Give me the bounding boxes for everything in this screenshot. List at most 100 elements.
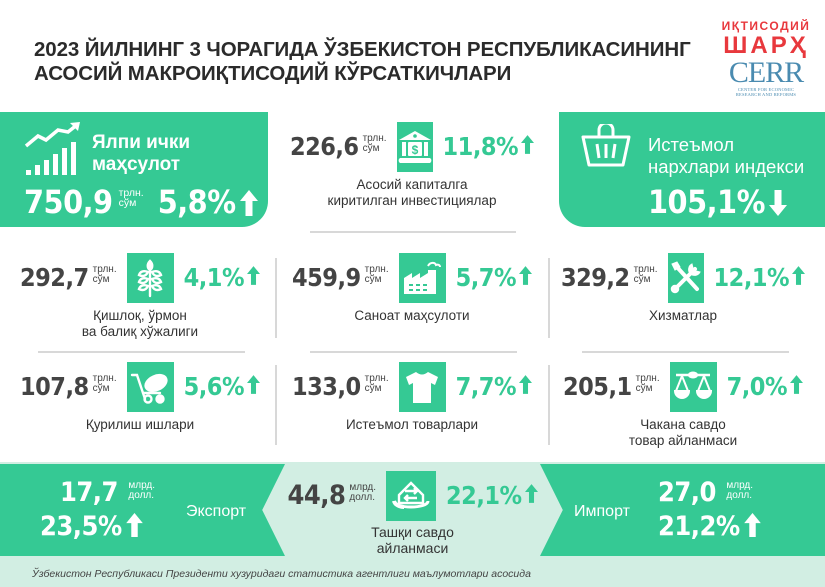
cpi-values: 105,1% (648, 184, 787, 221)
import-values: 27,0 млрд. долл. 21,2% (658, 478, 761, 542)
stat-unit: трлн. сўм (364, 264, 389, 285)
trade-turnover: 44,8 млрд. долл. 22,1% Ташқи савдо айланма… (285, 470, 540, 556)
stat-value: 226,6 (289, 132, 359, 161)
import-change: 21,2% (658, 511, 740, 542)
export-panel (0, 464, 285, 556)
export-label: Экспорт (186, 503, 247, 520)
stat-consumer-goods: 133,0 трлн. сўм 7,7% Истеъмол товарлари (292, 362, 532, 433)
bank-icon: $ (396, 122, 433, 172)
stat-retail: 205,1 трлн. сўм 7,0% Чакана савдо товар ай… (563, 362, 803, 449)
tshirt-icon (398, 362, 446, 412)
stat-change: 7,0% (726, 372, 788, 401)
stat-change: 12,1% (713, 263, 790, 292)
stat-unit: трлн. сўм (362, 133, 387, 154)
wheat-icon (126, 253, 174, 303)
export-value: 17,7 (60, 477, 118, 508)
export-values: 17,7 млрд. долл. 23,5% (40, 478, 155, 542)
gdp-panel: Ялпи ички маҳсулот 750,9 трлн. сўм 5,8% (0, 112, 268, 227)
gdp-values: 750,9 трлн. сўм 5,8% (24, 184, 258, 221)
logo-cerr-sub-2: RESEARCH AND REFORMS (735, 92, 797, 97)
factory-icon (398, 253, 446, 303)
stat-label: Истеъмол товарлари (345, 417, 479, 432)
stat-value: 459,9 (292, 263, 361, 292)
stat-unit: трлн. сўм (635, 373, 660, 394)
arrow-up-icon (524, 484, 538, 508)
growth-chart-icon (24, 122, 84, 183)
stat-unit: трлн. сўм (364, 373, 389, 394)
export-unit: млрд. долл. (128, 480, 156, 501)
arrow-up-icon (519, 266, 532, 290)
stat-unit: трлн. сўм (633, 264, 658, 285)
stat-change: 7,7% (455, 372, 517, 401)
arrow-up-icon (521, 135, 535, 159)
stat-label: Саноат маҳсулоти (354, 308, 470, 323)
export-change: 23,5% (40, 511, 122, 542)
logo-sharh: ШАРҲ (723, 32, 809, 59)
import-label: Импорт (574, 503, 630, 520)
logo-iqtisodiy: ИҚТИСОДИЙ (721, 19, 811, 33)
stat-investment: 226,6 трлн. сўм $ 11,8% Асосий капиталга к… (289, 122, 535, 209)
arrow-up-icon (247, 375, 260, 399)
divider (275, 258, 277, 338)
import-unit: млрд. долл. (726, 480, 754, 501)
stat-industry: 459,9 трлн. сўм 5,7% Саноат маҳсулоти (292, 253, 532, 324)
source-note: Ўзбекистон Республикаси Президенти хузур… (32, 568, 531, 580)
arrow-up-icon (743, 512, 761, 542)
trade-change: 22,1% (446, 481, 522, 510)
stat-unit: трлн. сўм (92, 264, 117, 285)
stat-construction: 107,8 трлн. сўм 5,6% Қурилиш ишлари (20, 362, 260, 433)
cpi-panel: Истеъмол нархлари индекси 105,1% (559, 112, 825, 227)
arrow-up-icon (125, 512, 143, 542)
divider (310, 351, 517, 353)
trade-label: Ташқи савдо айланмаси (371, 524, 454, 556)
gdp-value: 750,9 (24, 183, 113, 221)
logo: ИҚТИСОДИЙ ШАРҲ CERR CENTER FOR ECONOMIC … (716, 19, 816, 98)
divider (582, 351, 789, 353)
import-value: 27,0 (658, 477, 716, 508)
page-title: 2023 ЙИЛНИНГ 3 ЧОРАГИДА ЎЗБЕКИСТОН РЕСПУ… (34, 38, 691, 86)
stat-change: 5,6% (183, 372, 245, 401)
arrow-up-icon (792, 266, 806, 290)
arrow-up-icon (247, 266, 260, 290)
gdp-title: Ялпи ички маҳсулот (92, 132, 191, 175)
trade-exchange-icon (386, 471, 437, 521)
stat-label: Қишлоқ, ўрмон ва балиқ хўжалиги (81, 308, 199, 339)
stat-label: Чакана савдо товар айланмаси (628, 417, 738, 448)
divider (310, 231, 516, 233)
stat-change: 4,1% (183, 263, 245, 292)
arrow-down-icon (768, 190, 787, 221)
stat-value: 107,8 (20, 372, 89, 401)
title-line-1: 2023 ЙИЛНИНГ 3 ЧОРАГИДА ЎЗБЕКИСТОН РЕСПУ… (34, 38, 691, 61)
svg-text:$: $ (411, 143, 418, 157)
scales-icon (669, 362, 717, 412)
stat-change: 5,7% (455, 263, 517, 292)
cement-mixer-icon (126, 362, 174, 412)
logo-cerr-sub-1: CENTER FOR ECONOMIC (737, 87, 795, 92)
stat-value: 205,1 (563, 372, 632, 401)
divider (548, 365, 550, 445)
stat-label: Хизматлар (648, 308, 717, 323)
title-line-2: АСОСИЙ МАКРОИҚТИСОДИЙ КЎРСАТКИЧЛАРИ (34, 62, 512, 85)
arrow-up-icon (519, 375, 532, 399)
stat-label: Асосий капиталга киритилган инвестициялар (327, 177, 497, 208)
logo-cerr: CERR (728, 56, 804, 89)
divider (38, 351, 245, 353)
stat-value: 133,0 (292, 372, 361, 401)
basket-icon (581, 121, 631, 173)
cpi-value: 105,1% (648, 183, 765, 221)
stat-change: 11,8% (442, 132, 519, 161)
arrow-up-icon (239, 190, 258, 221)
stat-label: Қурилиш ишлари (85, 417, 195, 432)
gdp-change: 5,8% (157, 183, 236, 221)
divider (275, 365, 277, 445)
arrow-up-icon (790, 375, 803, 399)
trade-unit: млрд. долл. (349, 482, 377, 503)
divider (548, 258, 550, 338)
import-panel (540, 464, 825, 556)
tools-icon (667, 253, 704, 303)
stat-value: 292,7 (20, 263, 89, 292)
stat-services: 329,2 трлн. сўм 12,1% Хизматлар (561, 253, 806, 324)
trade-value: 44,8 (287, 480, 346, 511)
cpi-title: Истеъмол нархлари индекси (648, 134, 805, 177)
stat-agriculture: 292,7 трлн. сўм 4,1% Қишлоқ, ўрмон ва бали… (20, 253, 260, 340)
